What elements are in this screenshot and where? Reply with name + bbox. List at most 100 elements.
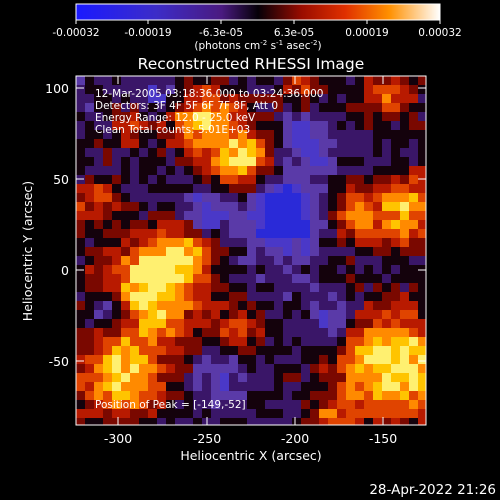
image-pixel	[346, 355, 355, 364]
image-pixel	[139, 265, 148, 274]
image-pixel	[283, 400, 292, 409]
image-pixel	[247, 130, 256, 139]
image-pixel	[76, 373, 85, 382]
image-pixel	[148, 328, 157, 337]
image-pixel	[103, 175, 112, 184]
image-pixel	[157, 391, 166, 400]
image-pixel	[139, 373, 148, 382]
image-pixel	[328, 157, 337, 166]
image-pixel	[319, 94, 328, 103]
image-pixel	[319, 238, 328, 247]
image-pixel	[418, 301, 426, 310]
image-pixel	[346, 130, 355, 139]
image-pixel	[220, 409, 229, 418]
image-pixel	[211, 364, 220, 373]
image-pixel	[175, 283, 184, 292]
image-pixel	[337, 229, 346, 238]
image-pixel	[409, 112, 418, 121]
image-pixel	[103, 220, 112, 229]
image-pixel	[283, 76, 292, 85]
image-pixel	[337, 328, 346, 337]
image-pixel	[301, 103, 310, 112]
image-pixel	[346, 418, 355, 425]
image-pixel	[193, 382, 202, 391]
image-pixel	[121, 301, 130, 310]
image-pixel	[247, 94, 256, 103]
image-pixel	[202, 400, 211, 409]
image-pixel	[103, 409, 112, 418]
image-pixel	[328, 76, 337, 85]
image-pixel	[121, 220, 130, 229]
image-pixel	[301, 256, 310, 265]
image-pixel	[301, 121, 310, 130]
image-pixel	[193, 175, 202, 184]
image-pixel	[85, 391, 94, 400]
image-pixel	[382, 283, 391, 292]
image-pixel	[382, 409, 391, 418]
image-pixel	[112, 418, 121, 425]
image-pixel	[157, 202, 166, 211]
image-pixel	[346, 184, 355, 193]
image-pixel	[76, 202, 85, 211]
image-pixel	[238, 184, 247, 193]
image-pixel	[391, 274, 400, 283]
image-pixel	[373, 130, 382, 139]
image-pixel	[112, 184, 121, 193]
image-pixel	[94, 175, 103, 184]
image-pixel	[373, 202, 382, 211]
image-pixel	[283, 247, 292, 256]
image-pixel	[283, 130, 292, 139]
image-pixel	[391, 202, 400, 211]
image-pixel	[292, 301, 301, 310]
image-pixel	[202, 85, 211, 94]
image-pixel	[202, 139, 211, 148]
image-pixel	[175, 193, 184, 202]
image-pixel	[130, 310, 139, 319]
image-pixel	[211, 400, 220, 409]
image-pixel	[103, 364, 112, 373]
image-pixel	[256, 274, 265, 283]
image-pixel	[391, 211, 400, 220]
image-pixel	[139, 292, 148, 301]
image-pixel	[220, 166, 229, 175]
image-pixel	[148, 229, 157, 238]
image-pixel	[265, 166, 274, 175]
image-pixel	[328, 301, 337, 310]
image-pixel	[319, 166, 328, 175]
image-pixel	[382, 229, 391, 238]
image-pixel	[346, 202, 355, 211]
image-pixel	[166, 238, 175, 247]
image-pixel	[382, 184, 391, 193]
image-pixel	[418, 238, 426, 247]
image-pixel	[364, 292, 373, 301]
image-pixel	[139, 337, 148, 346]
image-pixel	[166, 391, 175, 400]
image-pixel	[121, 292, 130, 301]
image-pixel	[337, 391, 346, 400]
image-pixel	[364, 346, 373, 355]
image-pixel	[184, 148, 193, 157]
image-pixel	[373, 184, 382, 193]
image-pixel	[364, 121, 373, 130]
image-pixel	[193, 157, 202, 166]
image-pixel	[274, 256, 283, 265]
image-pixel	[238, 175, 247, 184]
image-pixel	[238, 166, 247, 175]
info-energy-range: Energy Range: 12.0 - 25.0 keV	[95, 112, 256, 124]
image-pixel	[148, 355, 157, 364]
image-pixel	[256, 292, 265, 301]
image-pixel	[229, 265, 238, 274]
image-pixel	[391, 391, 400, 400]
image-pixel	[319, 409, 328, 418]
image-pixel	[85, 373, 94, 382]
image-pixel	[391, 193, 400, 202]
image-pixel	[238, 256, 247, 265]
image-pixel	[292, 238, 301, 247]
image-pixel	[409, 184, 418, 193]
image-pixel	[328, 328, 337, 337]
image-pixel	[400, 103, 409, 112]
image-pixel	[139, 346, 148, 355]
image-pixel	[85, 247, 94, 256]
image-pixel	[229, 418, 238, 425]
image-pixel	[319, 328, 328, 337]
